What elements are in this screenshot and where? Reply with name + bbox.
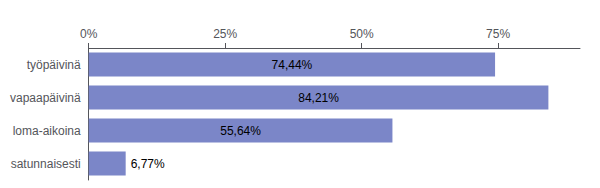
svg-text:6,77%: 6,77% (131, 157, 165, 171)
svg-text:84,21%: 84,21% (298, 91, 339, 105)
svg-text:vapaapäivinä: vapaapäivinä (10, 91, 81, 105)
svg-text:55,64%: 55,64% (220, 124, 261, 138)
svg-text:loma-aikoina: loma-aikoina (13, 124, 81, 138)
svg-text:25%: 25% (213, 27, 237, 41)
svg-text:75%: 75% (486, 27, 510, 41)
svg-text:74,44%: 74,44% (272, 58, 313, 72)
svg-text:työpäivinä: työpäivinä (27, 58, 81, 72)
svg-text:satunnaisesti: satunnaisesti (11, 157, 81, 171)
svg-text:50%: 50% (350, 27, 374, 41)
svg-text:0%: 0% (80, 27, 98, 41)
